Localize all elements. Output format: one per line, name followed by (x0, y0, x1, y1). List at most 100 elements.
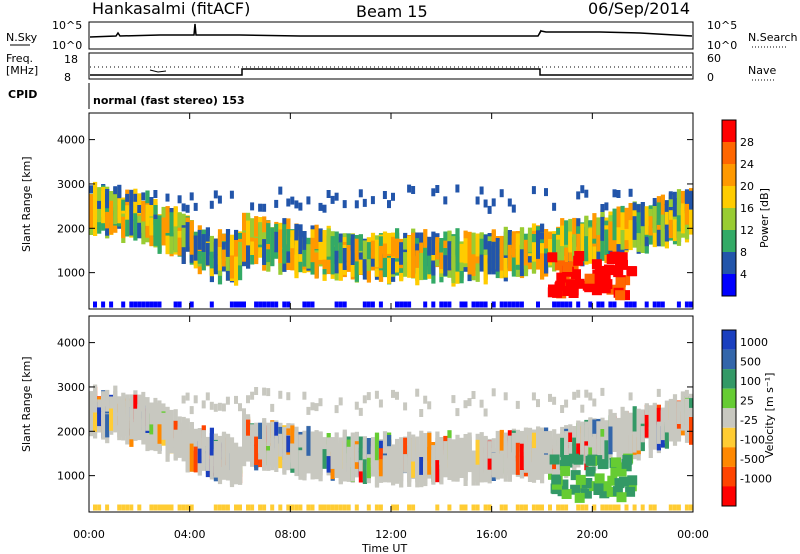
scatter-cell (334, 405, 339, 414)
scatter-cell (177, 301, 182, 308)
scatter-cell (209, 301, 214, 308)
scatter-cell (564, 433, 569, 453)
scatter-cell (250, 231, 255, 255)
scatter-cell (358, 463, 363, 483)
scatter-cell (346, 446, 351, 475)
scatter-cell (612, 413, 617, 433)
scatter-cell (97, 399, 102, 408)
scatter-cell (559, 460, 570, 471)
scatter-cell (250, 442, 255, 464)
scatter-cell (185, 222, 190, 252)
scatter-cell (644, 406, 649, 415)
scatter-cell (548, 430, 553, 451)
scatter-cell (141, 391, 146, 400)
nsky-trace (89, 23, 693, 38)
cpid-label: CPID (8, 88, 37, 101)
scatter-cell (660, 214, 665, 245)
scatter-cell (459, 450, 464, 474)
scatter-cell (620, 212, 625, 230)
scatter-cell (447, 301, 452, 308)
scatter-cell (636, 408, 641, 429)
scatter-cell (471, 301, 476, 308)
scatter-cell (423, 461, 428, 487)
scatter-cell (632, 504, 637, 511)
scatter-cell (137, 504, 142, 511)
scatter-cell (238, 241, 243, 266)
scatter-cell (564, 220, 569, 245)
scatter-cell (250, 424, 255, 443)
nave-tick-top: 60 (707, 52, 721, 65)
scatter-cell (197, 455, 202, 473)
scatter-cell (258, 422, 263, 439)
scatter-cell (113, 390, 118, 408)
scatter-cell (274, 301, 279, 308)
scatter-cell (121, 301, 126, 308)
scatter-cell (515, 400, 520, 409)
scatter-cell (306, 244, 311, 269)
scatter-cell (564, 504, 569, 511)
scatter-cell (197, 441, 202, 464)
scatter-cell (411, 456, 416, 478)
scatter-cell (229, 301, 234, 308)
scatter-cell (137, 301, 142, 308)
scatter-cell (326, 504, 331, 511)
scatter-cell (254, 238, 259, 255)
scatter-cell (286, 229, 291, 252)
scatter-cell (495, 452, 500, 471)
scatter-cell (358, 436, 363, 461)
x-tick-label: 00:00 (677, 528, 709, 541)
colorbar-swatch (722, 230, 736, 252)
scatter-cell (262, 203, 267, 212)
scatter-cell (93, 384, 98, 413)
scatter-cell (250, 391, 255, 400)
scatter-cell (684, 203, 690, 225)
scatter-cell (648, 405, 653, 422)
scatter-cell (656, 202, 661, 220)
scatter-cell (101, 412, 106, 440)
scatter-cell (342, 248, 347, 270)
scatter-cell (209, 433, 214, 455)
scatter-cell (165, 431, 170, 456)
scatter-cell (326, 252, 331, 275)
scatter-cell (544, 443, 549, 472)
colorbar-swatch (722, 274, 736, 296)
scatter-cell (463, 240, 468, 264)
scatter-cell (584, 236, 589, 262)
scatter-cell (342, 301, 347, 308)
scatter-cell (536, 301, 540, 308)
scatter-cell (258, 504, 263, 511)
colorbar-tick-label: -100 (740, 434, 765, 447)
scatter-cell (258, 203, 263, 212)
scatter-cell (684, 425, 690, 443)
scatter-cell (435, 504, 440, 511)
scatter-cell (652, 301, 657, 308)
scatter-cell (229, 234, 235, 252)
scatter-cell (562, 286, 573, 296)
scatter-cell (684, 301, 689, 308)
colorbar-tick-label: 1000 (740, 336, 768, 349)
scatter-cell (515, 455, 520, 475)
scatter-cell (411, 504, 416, 511)
scatter-cell (640, 409, 645, 434)
scatter-cell (507, 445, 512, 472)
scatter-cell (427, 401, 432, 410)
scatter-cell (93, 405, 98, 432)
scatter-cell (499, 504, 504, 511)
scatter-cell (608, 426, 613, 455)
scatter-cell (627, 266, 638, 277)
scatter-cell (548, 504, 552, 511)
y-tick-label: 3000 (57, 381, 85, 394)
nsearch-tick-top: 10^5 (707, 19, 737, 32)
scatter-cell (221, 504, 226, 511)
scatter-cell (290, 425, 295, 448)
scatter-cell (149, 217, 154, 236)
colorbar-tick-label: 16 (740, 202, 754, 215)
scatter-cell (109, 301, 114, 308)
scatter-cell (479, 254, 484, 272)
scatter-cell (350, 459, 355, 482)
scatter-cell (596, 421, 601, 441)
scatter-cell (109, 200, 114, 223)
scatter-cell (234, 240, 239, 268)
scatter-cell (451, 236, 456, 257)
scatter-cell (234, 301, 238, 308)
